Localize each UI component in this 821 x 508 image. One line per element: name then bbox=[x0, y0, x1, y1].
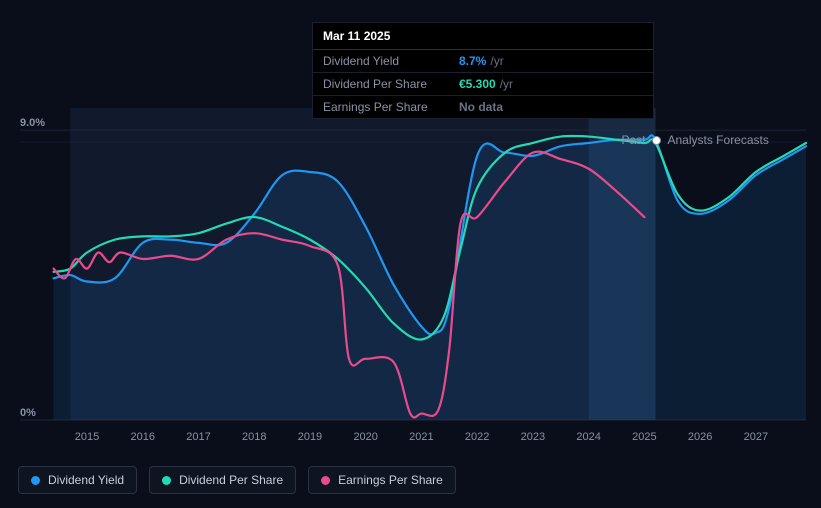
svg-text:2025: 2025 bbox=[632, 431, 656, 443]
legend-label: Dividend Per Share bbox=[179, 473, 283, 487]
tooltip-date: Mar 11 2025 bbox=[313, 23, 653, 50]
svg-text:9.0%: 9.0% bbox=[20, 117, 45, 129]
legend-item-dividend_per_share[interactable]: Dividend Per Share bbox=[149, 466, 296, 494]
svg-text:2019: 2019 bbox=[298, 431, 322, 443]
svg-text:2023: 2023 bbox=[521, 431, 545, 443]
tooltip-row-value: 8.7%/yr bbox=[459, 54, 504, 68]
svg-text:2026: 2026 bbox=[688, 431, 712, 443]
svg-text:2020: 2020 bbox=[353, 431, 377, 443]
future-label: Analysts Forecasts bbox=[668, 133, 769, 147]
tooltip-row-value: €5.300/yr bbox=[459, 77, 513, 91]
current-marker-icon bbox=[652, 136, 661, 145]
tooltip-row-label: Dividend Per Share bbox=[323, 77, 459, 91]
past-label: Past bbox=[622, 133, 646, 147]
tooltip-row-value: No data bbox=[459, 100, 503, 114]
tooltip-row: Dividend Yield8.7%/yr bbox=[313, 50, 653, 73]
svg-text:2015: 2015 bbox=[75, 431, 99, 443]
svg-text:2016: 2016 bbox=[131, 431, 155, 443]
legend-item-dividend_yield[interactable]: Dividend Yield bbox=[18, 466, 137, 494]
svg-text:2017: 2017 bbox=[186, 431, 210, 443]
svg-text:2018: 2018 bbox=[242, 431, 266, 443]
legend: Dividend Yield Dividend Per Share Earnings… bbox=[18, 466, 456, 494]
legend-item-earnings_per_share[interactable]: Earnings Per Share bbox=[308, 466, 456, 494]
svg-text:2024: 2024 bbox=[576, 431, 600, 443]
tooltip-row-label: Earnings Per Share bbox=[323, 100, 459, 114]
svg-text:0%: 0% bbox=[20, 407, 36, 419]
legend-dot-icon bbox=[31, 476, 40, 485]
svg-text:2027: 2027 bbox=[744, 431, 768, 443]
legend-label: Dividend Yield bbox=[48, 473, 124, 487]
tooltip-row-label: Dividend Yield bbox=[323, 54, 459, 68]
tooltip-row: Earnings Per ShareNo data bbox=[313, 96, 653, 118]
tooltip-row: Dividend Per Share€5.300/yr bbox=[313, 73, 653, 96]
hover-tooltip: Mar 11 2025 Dividend Yield8.7%/yrDividen… bbox=[312, 22, 654, 119]
legend-dot-icon bbox=[162, 476, 171, 485]
svg-text:2021: 2021 bbox=[409, 431, 433, 443]
legend-dot-icon bbox=[321, 476, 330, 485]
legend-label: Earnings Per Share bbox=[338, 473, 443, 487]
svg-text:2022: 2022 bbox=[465, 431, 489, 443]
